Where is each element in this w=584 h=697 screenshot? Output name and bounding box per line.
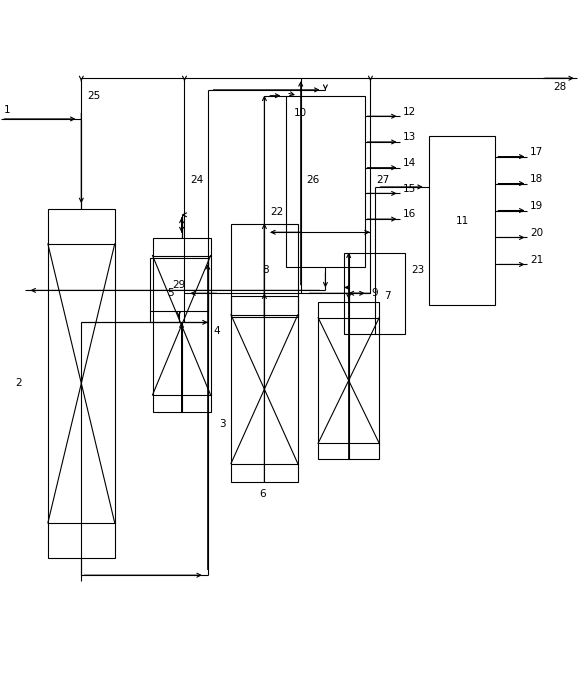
Text: 1: 1 [4, 105, 11, 115]
Text: 16: 16 [402, 210, 416, 220]
Text: 11: 11 [456, 215, 469, 226]
Text: 12: 12 [402, 107, 416, 116]
Text: 8: 8 [263, 265, 269, 275]
Text: 9: 9 [372, 289, 378, 298]
Text: 15: 15 [402, 184, 416, 194]
Text: 23: 23 [411, 265, 425, 275]
Text: 22: 22 [270, 207, 283, 217]
Text: 4: 4 [214, 326, 220, 336]
Text: 24: 24 [190, 175, 204, 185]
Text: 13: 13 [402, 132, 416, 142]
Text: 17: 17 [530, 147, 544, 157]
Text: 14: 14 [402, 158, 416, 168]
Text: 20: 20 [530, 228, 544, 238]
Text: 27: 27 [376, 175, 390, 185]
Text: 6: 6 [260, 489, 266, 499]
Text: 10: 10 [294, 108, 307, 118]
Text: 29: 29 [172, 279, 185, 289]
Text: 21: 21 [530, 255, 544, 265]
Text: 7: 7 [385, 291, 391, 301]
Text: 19: 19 [530, 201, 544, 211]
Text: 5: 5 [167, 289, 173, 298]
Text: 2: 2 [16, 378, 22, 388]
Text: 25: 25 [87, 91, 100, 100]
Text: 18: 18 [530, 174, 544, 184]
Text: 28: 28 [554, 82, 567, 92]
Text: 26: 26 [307, 175, 320, 185]
Text: 3: 3 [219, 419, 225, 429]
